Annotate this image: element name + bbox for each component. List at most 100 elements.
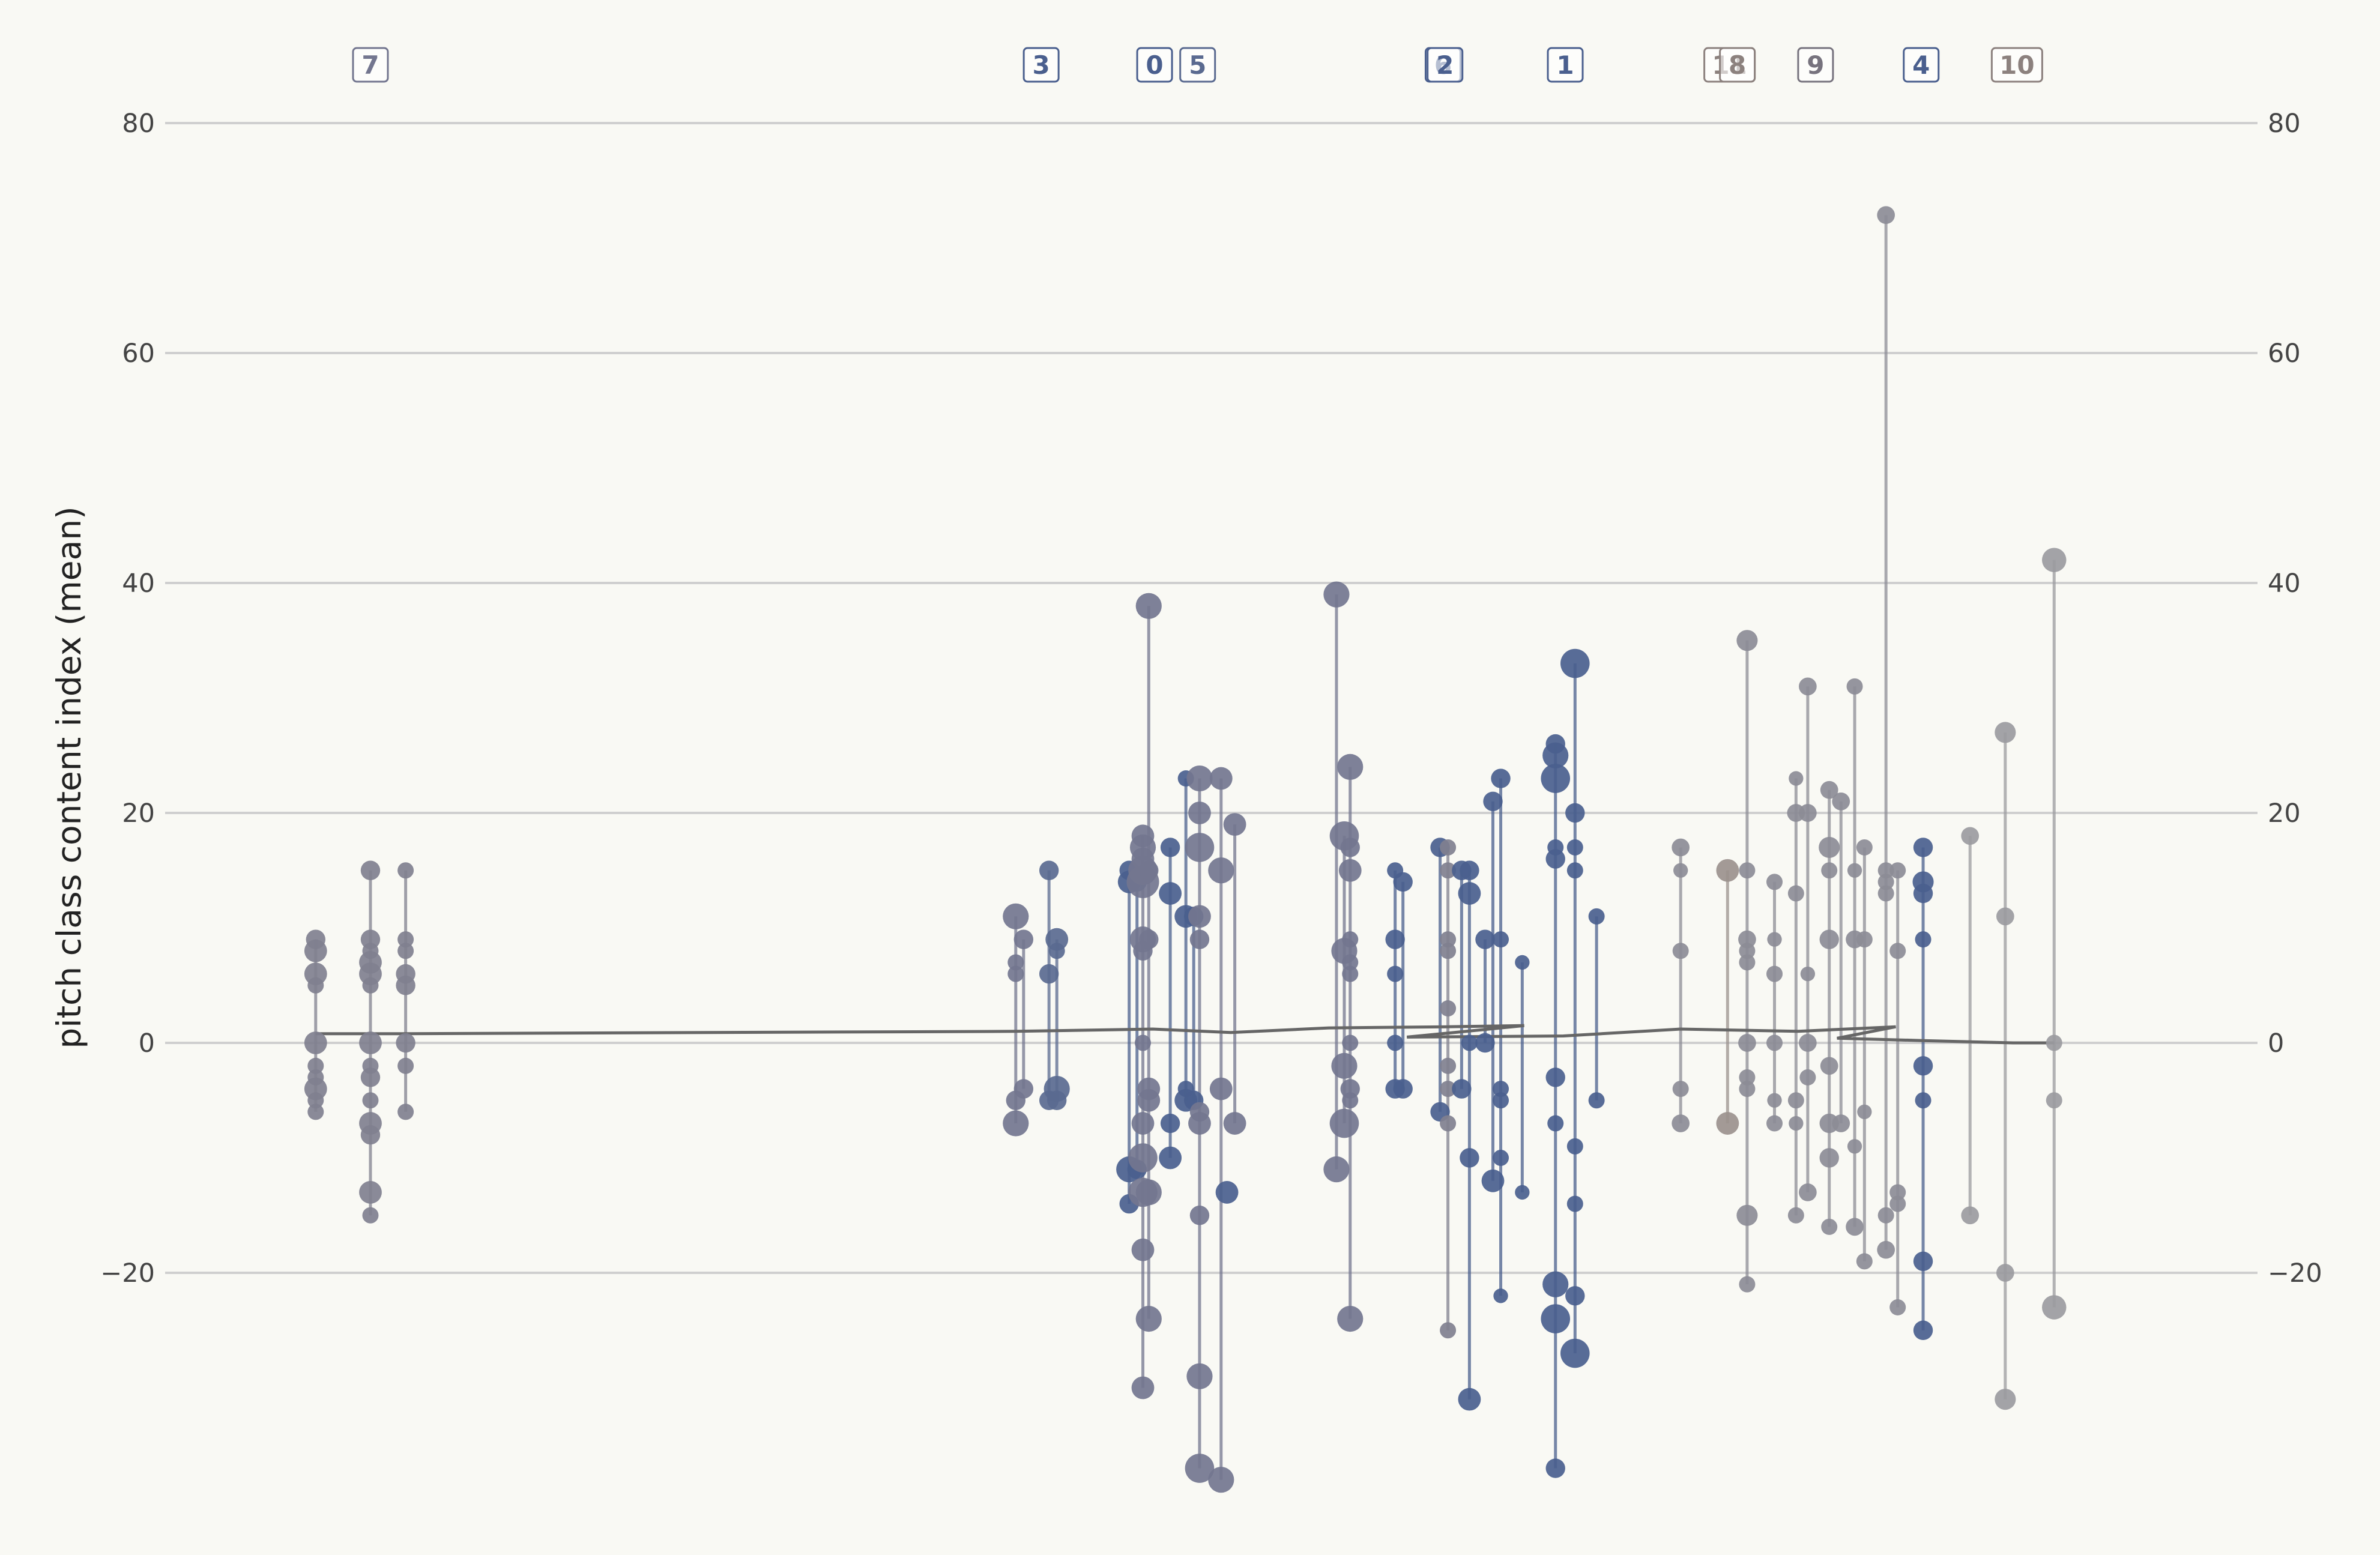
data-point	[1039, 860, 1059, 880]
data-point	[1340, 1079, 1360, 1099]
data-point	[397, 943, 414, 959]
data-point	[1440, 839, 1457, 856]
data-point	[1566, 839, 1583, 856]
data-point	[362, 1092, 379, 1109]
data-point	[1003, 903, 1029, 929]
data-point	[1915, 931, 1931, 948]
y-axis-ticks-left: −20 0 20 40 60 80	[100, 109, 155, 1288]
data-point	[1832, 793, 1850, 811]
data-point	[1493, 1092, 1509, 1109]
data-point	[1889, 1184, 1906, 1201]
data-point	[1223, 813, 1246, 836]
cluster-label: 2	[1436, 50, 1454, 80]
data-point	[1820, 781, 1838, 799]
data-point	[2042, 1295, 2067, 1320]
data-point	[1493, 1150, 1509, 1166]
data-point	[1393, 1079, 1413, 1099]
y-axis-title: pitch class content index (mean)	[50, 506, 88, 1048]
data-point	[1491, 768, 1511, 788]
data-point	[396, 976, 415, 995]
data-point	[1913, 838, 1933, 857]
data-point	[359, 1031, 382, 1054]
data-point	[1223, 1112, 1246, 1135]
data-point	[1800, 966, 1816, 982]
data-point	[1160, 1113, 1180, 1134]
cluster-label: 9	[1807, 50, 1824, 80]
data-point	[1545, 849, 1565, 869]
data-point	[1889, 862, 1906, 879]
data-point	[1137, 1088, 1161, 1112]
data-point	[1541, 1304, 1571, 1333]
data-point	[307, 1092, 324, 1109]
data-point	[1188, 905, 1211, 928]
data-point	[1209, 1077, 1233, 1101]
data-point	[360, 860, 381, 880]
y-tick-label-right: 40	[2268, 569, 2301, 599]
data-point	[1877, 1240, 1895, 1259]
cluster-label-box	[352, 47, 389, 83]
data-point	[1877, 885, 1894, 902]
y-tick-label-right: 80	[2268, 109, 2301, 139]
data-point	[1672, 1114, 1690, 1132]
data-point	[1541, 764, 1571, 793]
data-point	[360, 1067, 381, 1087]
data-point	[1716, 859, 1739, 882]
cluster-label-box	[1990, 47, 2043, 83]
data-point	[307, 1057, 324, 1074]
data-point	[1452, 1079, 1472, 1099]
data-point	[1847, 863, 1862, 878]
data-point	[304, 1077, 327, 1101]
data-point	[362, 1207, 379, 1224]
cluster-label-box	[1797, 47, 1834, 83]
data-point	[1493, 1081, 1509, 1098]
cluster-label-box	[1903, 47, 1940, 83]
data-point	[1342, 1034, 1359, 1051]
data-point	[1787, 1092, 1804, 1109]
data-point	[1913, 1251, 1933, 1272]
data-point	[1767, 932, 1782, 947]
data-point	[1440, 943, 1457, 959]
data-point	[1995, 1389, 2016, 1410]
data-point	[1003, 1110, 1029, 1137]
data-point	[1820, 1057, 1838, 1075]
data-point	[1542, 1271, 1569, 1297]
data-point	[397, 1104, 414, 1120]
data-point	[1736, 630, 1758, 651]
data-point	[1128, 1143, 1158, 1173]
stems	[314, 215, 2056, 1480]
y-tick-label-right: 20	[2268, 799, 2301, 829]
data-point	[1799, 1183, 1817, 1201]
data-point	[1799, 1034, 1817, 1052]
data-point	[1385, 929, 1405, 949]
data-point	[1131, 1238, 1155, 1261]
data-point	[1766, 874, 1783, 890]
data-point	[1135, 1034, 1152, 1051]
data-point	[1483, 791, 1503, 812]
data-point	[1135, 1179, 1162, 1206]
data-point	[1766, 1034, 1783, 1051]
data-point	[1913, 1056, 1933, 1076]
data-point	[1913, 883, 1933, 904]
data-point	[1159, 1146, 1182, 1170]
data-point	[1799, 677, 1817, 696]
data-point	[1458, 882, 1481, 905]
data-point	[1440, 862, 1457, 879]
data-point	[1821, 1218, 1838, 1235]
y-tick-label: 40	[122, 569, 155, 599]
data-point	[1215, 1181, 1239, 1204]
data-point	[1160, 838, 1180, 857]
cluster-label-box	[1427, 47, 1464, 83]
cluster-label-box	[1719, 47, 1756, 83]
data-point	[1846, 1218, 1864, 1236]
data-point	[1440, 1115, 1457, 1132]
data-point	[1189, 1206, 1210, 1225]
data-point	[304, 939, 327, 962]
data-point	[1672, 1081, 1689, 1098]
data-point	[2046, 1092, 2062, 1109]
data-point	[1566, 1138, 1583, 1155]
data-point	[1475, 929, 1495, 949]
data-point	[1460, 860, 1479, 880]
data-point	[1131, 1112, 1155, 1135]
data-point	[1846, 678, 1863, 695]
